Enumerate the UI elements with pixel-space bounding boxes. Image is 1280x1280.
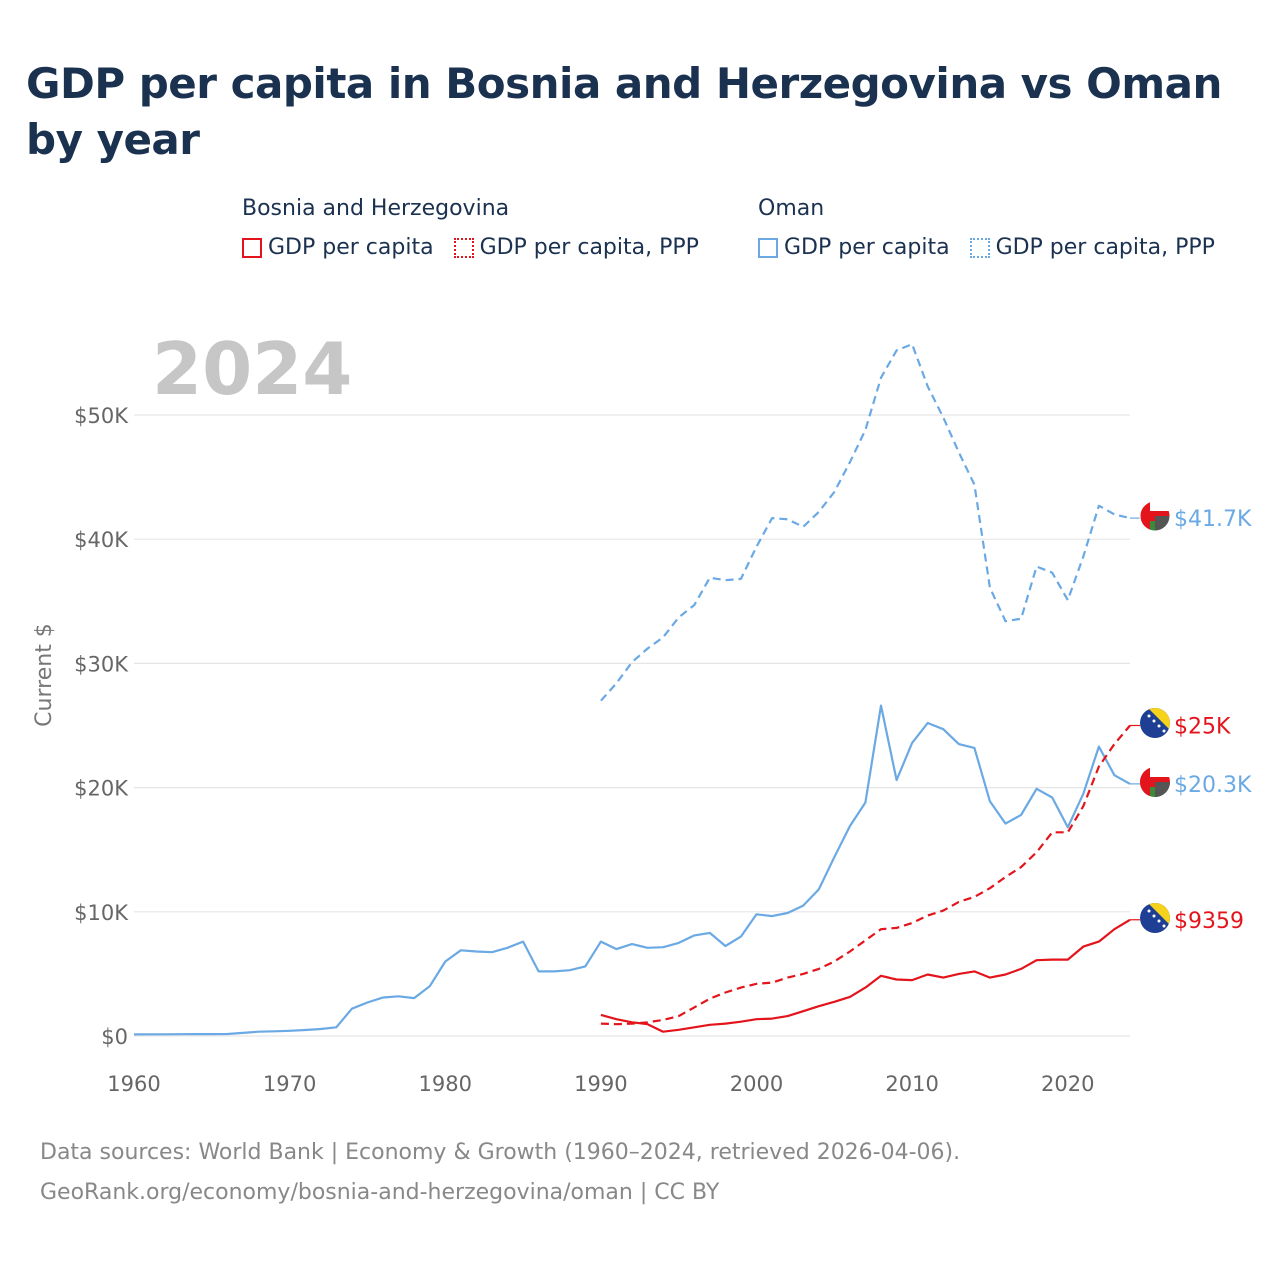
current-year-watermark: 2024 xyxy=(152,327,352,411)
y-tick-label: $20K xyxy=(74,777,129,801)
y-axis-label: Current $ xyxy=(32,623,57,727)
x-tick-label: 2020 xyxy=(1041,1072,1094,1096)
series-line-0[interactable] xyxy=(600,343,1131,702)
series-line-1[interactable] xyxy=(133,704,1131,1036)
legend-swatch-dashed xyxy=(969,237,990,258)
x-tick-label: 1980 xyxy=(419,1072,472,1096)
y-axis-ticks: $0 $10K $20K $30K $40K $50K xyxy=(74,404,129,1049)
x-tick-label: 1970 xyxy=(263,1072,316,1096)
legend-label: GDP per capita, PPP xyxy=(995,235,1215,260)
footer-url[interactable]: GeoRank.org/economy/bosnia-and-herzegovi… xyxy=(40,1180,720,1205)
legend-group-oman: Oman GDP per capita GDP per capita, PPP xyxy=(758,196,1215,260)
end-value-label: $25K xyxy=(1174,715,1231,740)
footer-sources: Data sources: World Bank | Economy & Gro… xyxy=(40,1140,961,1165)
x-tick-label: 2000 xyxy=(730,1072,783,1096)
end-value-label: $20.3K xyxy=(1174,773,1252,798)
oman-flag-icon xyxy=(1140,767,1170,797)
end-value-label: $41.7K xyxy=(1174,507,1252,532)
end-value-labels: $41.7K $20.3K $25K $9359 xyxy=(1174,507,1252,934)
y-tick-label: $40K xyxy=(74,528,129,552)
y-tick-label: $10K xyxy=(74,901,129,925)
bosnia-flag-icon xyxy=(1140,903,1170,933)
series-line-2[interactable] xyxy=(600,724,1131,1026)
y-tick-label: $50K xyxy=(74,404,129,428)
x-tick-label: 1960 xyxy=(107,1072,160,1096)
legend-swatch-solid xyxy=(758,237,778,258)
legend-item-oman-gdp[interactable]: GDP per capita xyxy=(758,235,950,260)
legend-label: GDP per capita, PPP xyxy=(479,235,699,260)
flag-ring xyxy=(1139,500,1171,532)
series-lines xyxy=(133,343,1140,1036)
y-tick-label: $30K xyxy=(74,652,129,676)
legend-heading-bosnia: Bosnia and Herzegovina xyxy=(242,196,510,221)
chart-title: GDP per capita in Bosnia and Herzegovina… xyxy=(26,59,1222,164)
legend-label: GDP per capita xyxy=(784,235,950,260)
series-line-3[interactable] xyxy=(600,918,1131,1033)
x-tick-label: 2010 xyxy=(885,1072,938,1096)
legend-item-bosnia-gdp-ppp[interactable]: GDP per capita, PPP xyxy=(453,235,699,260)
gridlines xyxy=(134,414,1130,1037)
bosnia-flag-icon xyxy=(1140,708,1170,738)
legend-item-bosnia-gdp[interactable]: GDP per capita xyxy=(242,235,434,260)
x-axis-ticks: 1960 1970 1980 1990 2000 2010 2020 xyxy=(107,1072,1094,1096)
y-tick-label: $0 xyxy=(101,1025,128,1049)
legend-swatch-solid xyxy=(242,237,262,258)
legend-item-oman-gdp-ppp[interactable]: GDP per capita, PPP xyxy=(969,235,1215,260)
x-tick-label: 1990 xyxy=(574,1072,627,1096)
legend-group-bosnia: Bosnia and Herzegovina GDP per capita GD… xyxy=(242,196,699,260)
legend-label: GDP per capita xyxy=(268,235,434,260)
legend-swatch-dashed xyxy=(453,237,474,258)
legend-heading-oman: Oman xyxy=(758,196,825,221)
end-value-label: $9359 xyxy=(1174,909,1244,934)
